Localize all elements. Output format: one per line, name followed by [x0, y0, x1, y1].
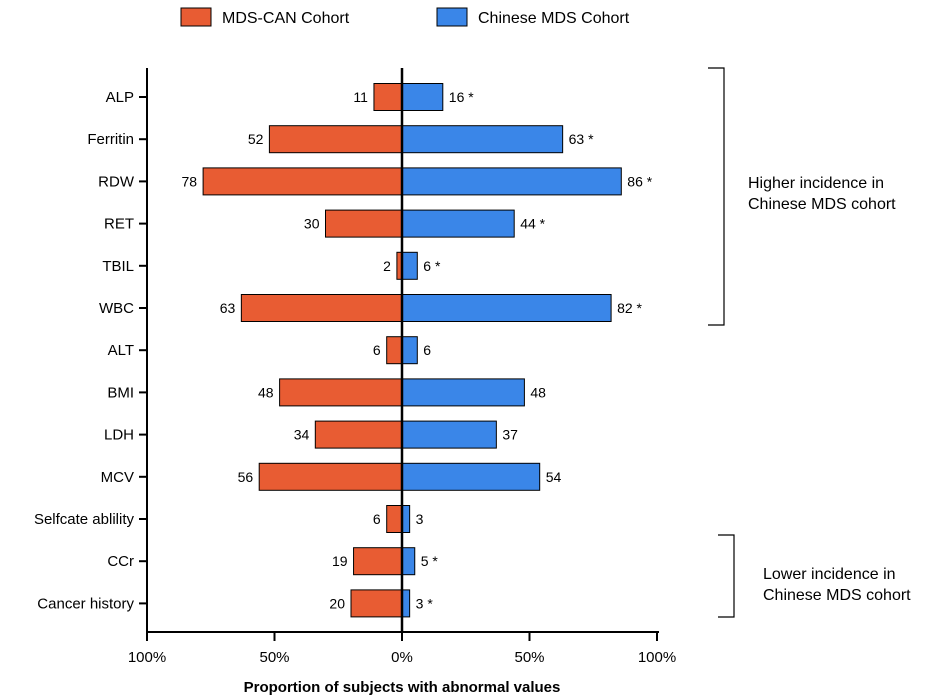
bar-chinese-mds [401, 125, 564, 154]
bar-mds-can [268, 125, 403, 154]
x-tick-label: 100% [128, 649, 166, 666]
x-axis-label: Proportion of subjects with abnormal val… [244, 679, 561, 696]
x-tick-label: 0% [391, 649, 413, 666]
data-label-mds-can: 6 [373, 511, 381, 527]
y-tick-label: TBIL [102, 258, 134, 275]
data-label-chinese-mds: 6 * [423, 258, 441, 274]
y-tick-label: LDH [104, 427, 134, 444]
data-label-mds-can: 20 [329, 595, 345, 611]
data-label-chinese-mds: 16 * [449, 89, 474, 105]
legend: MDS-CAN Cohort Chinese MDS Cohort [180, 7, 630, 27]
y-tick-label: Cancer history [37, 595, 134, 612]
group-brackets-layer: Higher incidence in Chinese MDS cohort Low… [708, 67, 911, 618]
y-tick-label: Ferritin [87, 131, 134, 148]
bar-chinese-mds [401, 251, 418, 280]
legend-label-mds-can: MDS-CAN Cohort [222, 10, 350, 27]
data-label-chinese-mds: 86 * [627, 173, 652, 189]
axes-layer: ALP Ferritin RDW RET TBIL WBC ALT BMI LDH MCV Self… [34, 68, 676, 666]
bar-mds-can [314, 420, 403, 449]
bar-chinese-mds [401, 420, 497, 449]
bar-mds-can [202, 167, 403, 196]
bar-mds-can [386, 505, 403, 533]
bar-mds-can [325, 209, 403, 238]
data-label-mds-can: 78 [182, 173, 198, 189]
data-label-mds-can: 34 [294, 427, 310, 443]
group-annotation: Chinese MDS cohort [763, 587, 911, 604]
legend-label-chinese-mds: Chinese MDS Cohort [478, 10, 630, 27]
bar-chinese-mds [401, 294, 612, 322]
group-annotation: Higher incidence in [748, 175, 884, 192]
x-tick-label: 50% [514, 649, 544, 666]
y-tick-label: ALP [106, 89, 134, 106]
bar-mds-can [240, 294, 403, 322]
data-label-mds-can: 6 [373, 342, 381, 358]
data-label-mds-can: 63 [220, 300, 236, 316]
data-label-mds-can: 48 [258, 384, 274, 400]
data-label-chinese-mds: 44 * [520, 216, 545, 232]
bar-chinese-mds [401, 209, 515, 238]
data-label-chinese-mds: 82 * [617, 300, 642, 316]
value-labels-layer: 11 16 *52 63 *78 86 *30 44 *2 6 *63 82 *6 648 48… [182, 89, 653, 611]
group-annotation: Lower incidence in [763, 566, 896, 583]
bar-mds-can [350, 589, 403, 618]
data-label-mds-can: 56 [238, 469, 254, 485]
bar-chinese-mds [401, 167, 622, 196]
y-tick-label: ALT [108, 342, 134, 359]
y-tick-label: Selfcate ablility [34, 511, 135, 528]
legend-swatch-chinese-mds [436, 7, 468, 27]
data-label-chinese-mds: 5 * [421, 553, 439, 569]
bar-mds-can [258, 462, 403, 491]
data-label-chinese-mds: 63 * [569, 131, 594, 147]
group-bracket [708, 67, 725, 326]
bars-layer [202, 83, 622, 618]
x-tick-label: 50% [259, 649, 289, 666]
legend-swatch-mds-can [180, 7, 212, 27]
group-annotation: Chinese MDS cohort [748, 196, 896, 213]
data-label-mds-can: 30 [304, 216, 320, 232]
bar-mds-can [373, 83, 403, 111]
bar-mds-can [386, 336, 403, 365]
data-label-mds-can: 19 [332, 553, 348, 569]
data-label-chinese-mds: 3 [416, 511, 424, 527]
bar-chinese-mds [401, 378, 525, 407]
bar-chinese-mds [401, 336, 418, 365]
data-label-chinese-mds: 6 [423, 342, 431, 358]
bar-mds-can [353, 547, 403, 576]
group-bracket [718, 534, 735, 618]
data-label-mds-can: 52 [248, 131, 264, 147]
bar-chinese-mds [401, 462, 541, 491]
y-tick-label: MCV [101, 469, 134, 486]
bar-chinese-mds [401, 83, 444, 111]
data-label-chinese-mds: 3 * [416, 595, 434, 611]
x-tick-label: 100% [638, 649, 676, 666]
data-label-mds-can: 11 [353, 89, 368, 105]
bar-chinese-mds [401, 547, 416, 576]
data-label-mds-can: 2 [383, 258, 391, 274]
bar-mds-can [279, 378, 403, 407]
y-tick-label: BMI [107, 384, 134, 401]
data-label-chinese-mds: 54 [546, 469, 562, 485]
y-tick-label: WBC [99, 300, 134, 317]
data-label-chinese-mds: 37 [502, 427, 518, 443]
y-tick-label: CCr [107, 553, 134, 570]
y-tick-label: RDW [98, 173, 135, 190]
y-tick-label: RET [104, 216, 134, 233]
data-label-chinese-mds: 48 [530, 384, 546, 400]
